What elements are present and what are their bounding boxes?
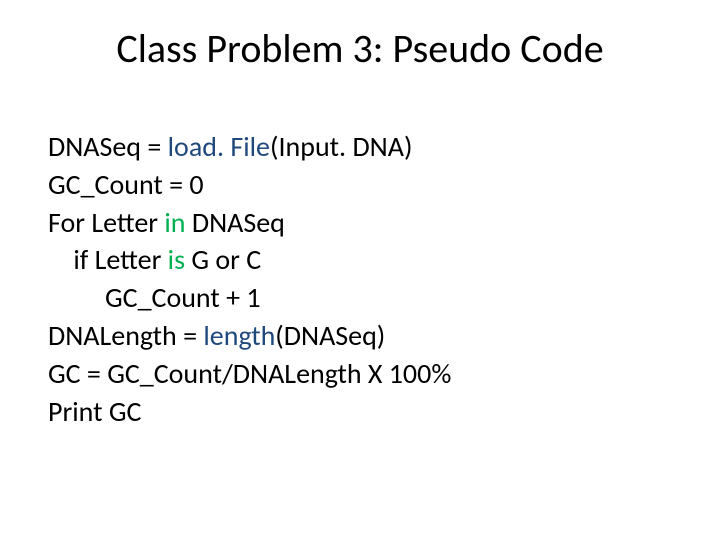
code-text: (DNASeq): [275, 318, 385, 353]
code-line-2: GC_Count = 0: [48, 166, 672, 204]
code-text: GC_Count + 1: [48, 280, 261, 315]
pseudocode-block: DNASeq = load. File(Input. DNA) GC_Count…: [48, 128, 672, 430]
code-line-8: Print GC: [48, 393, 672, 431]
code-line-3: For Letter in DNASeq: [48, 204, 672, 242]
function-name: length: [203, 318, 275, 353]
slide-title: Class Problem 3: Pseudo Code: [0, 24, 720, 73]
code-text: if Letter: [48, 242, 168, 277]
code-line-1: DNASeq = load. File(Input. DNA): [48, 128, 672, 166]
code-text: DNASeq: [186, 205, 285, 240]
code-text: GC = GC_Count/DNALength X 100%: [48, 356, 451, 391]
code-line-6: DNALength = length(DNASeq): [48, 317, 672, 355]
code-text: Print GC: [48, 394, 141, 429]
keyword: is: [168, 242, 185, 277]
code-line-4: if Letter is G or C: [48, 241, 672, 279]
code-text: DNASeq =: [48, 129, 168, 164]
code-text: (Input. DNA): [270, 129, 412, 164]
keyword: in: [164, 205, 185, 240]
code-text: For Letter: [48, 205, 164, 240]
function-name: load. File: [168, 129, 270, 164]
code-text: DNALength =: [48, 318, 203, 353]
code-text: GC_Count = 0: [48, 167, 204, 202]
slide: Class Problem 3: Pseudo Code DNASeq = lo…: [0, 0, 720, 540]
code-line-7: GC = GC_Count/DNALength X 100%: [48, 355, 672, 393]
code-line-5: GC_Count + 1: [48, 279, 672, 317]
code-text: G or C: [185, 242, 261, 277]
